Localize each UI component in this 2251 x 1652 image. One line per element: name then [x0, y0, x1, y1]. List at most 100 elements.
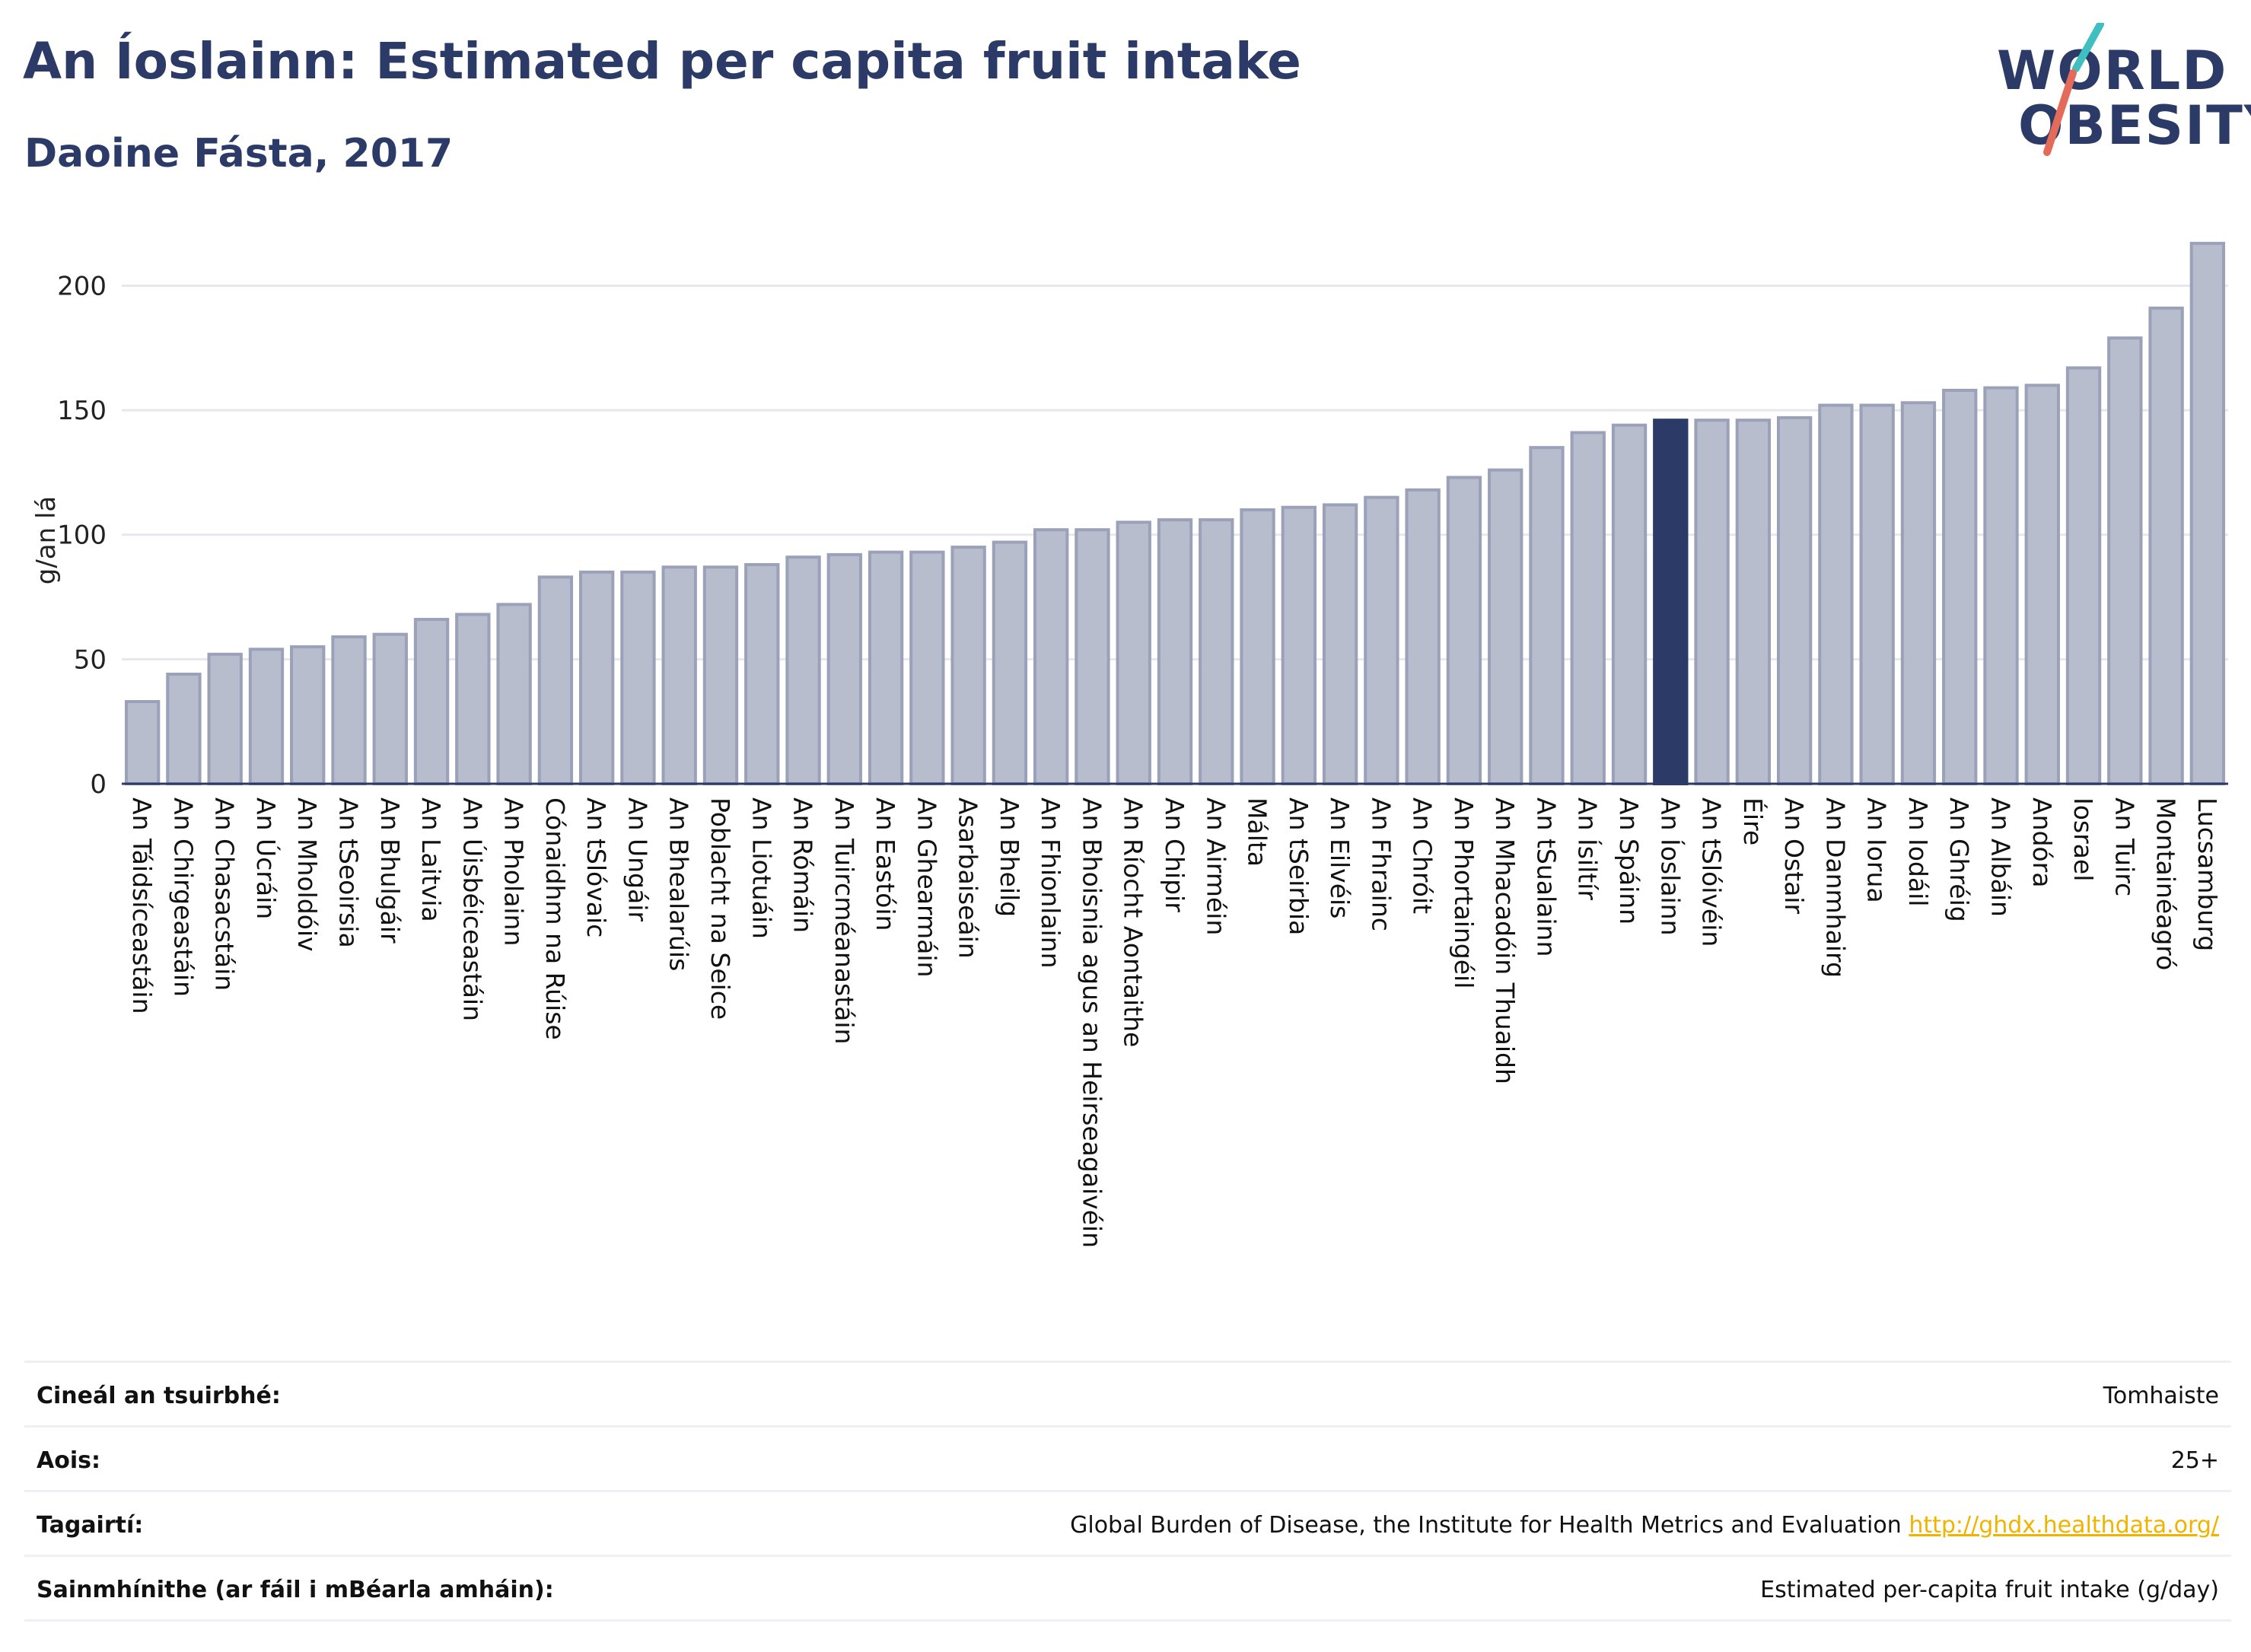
x-tick-label: Iosrael — [2068, 797, 2098, 881]
bar-chart: 0 50 100 150 200 An Táidsíceastáin An Chirgea… — [31, 241, 2228, 1248]
bar[interactable] — [331, 635, 367, 786]
info-row-age: Aois: 25+ — [24, 1425, 2231, 1490]
x-tick-label: An Liotuáin — [747, 797, 776, 939]
bar[interactable] — [1942, 388, 1978, 785]
x-tick-label: An Spáinn — [1614, 797, 1644, 925]
bar[interactable] — [537, 575, 574, 785]
x-tick-label: An Iorua — [1862, 797, 1892, 903]
bar[interactable] — [826, 552, 862, 785]
x-tick-label: An Chirgeastáin — [168, 797, 198, 997]
bar[interactable] — [1900, 401, 1937, 785]
x-tick-label: An Eastóin — [871, 797, 900, 931]
bar[interactable] — [1405, 488, 1441, 785]
bar[interactable] — [1157, 518, 1193, 785]
bar[interactable] — [124, 700, 161, 785]
bar[interactable] — [1776, 415, 1813, 785]
x-tick-label: An Úcráin — [251, 797, 282, 919]
bar[interactable] — [1735, 419, 1772, 785]
bar[interactable] — [909, 550, 945, 785]
x-tick-label: An Eilvéis — [1325, 797, 1355, 918]
logo-slash-icon — [2043, 23, 2104, 156]
x-tick-label: An Íoslainn — [1655, 797, 1686, 935]
x-tick-label: An Danmhairg — [1820, 797, 1850, 978]
bar[interactable] — [1075, 528, 1110, 785]
bar[interactable] — [2024, 384, 2060, 785]
x-tick-label: An Chasacstáin — [210, 797, 240, 991]
bars — [124, 241, 2226, 786]
y-axis-ticks: 0 50 100 150 200 — [57, 271, 107, 800]
bar[interactable] — [413, 618, 450, 785]
bar[interactable] — [1446, 476, 1482, 785]
y-tick-label: 200 — [57, 271, 107, 301]
bar[interactable] — [1281, 505, 1317, 785]
bar[interactable] — [1199, 518, 1234, 785]
bar[interactable] — [1033, 528, 1069, 785]
bar[interactable] — [1364, 495, 1399, 785]
bar[interactable] — [1611, 423, 1648, 785]
x-tick-label: An Ungáir — [622, 797, 652, 921]
x-tick-label: An Mholdóiv — [292, 797, 322, 952]
bar[interactable] — [1116, 520, 1151, 785]
x-tick-label: An tSualainn — [1531, 797, 1561, 957]
world-obesity-logo[interactable]: WORLD OBESITY — [1986, 23, 2251, 160]
bar[interactable] — [1570, 431, 1606, 785]
bar[interactable] — [2065, 366, 2102, 786]
x-tick-label: An Táidsíceastáin — [127, 797, 157, 1014]
info-value: Global Burden of Disease, the Institute … — [1070, 1512, 2219, 1539]
bar[interactable] — [455, 613, 491, 785]
bar[interactable] — [1818, 403, 1854, 786]
info-label: Sainmhínithe (ar fáil i mBéarla amháin): — [37, 1577, 554, 1603]
x-tick-label: An Tuircméanastáin — [829, 797, 859, 1044]
bar[interactable] — [868, 550, 904, 785]
x-tick-label: An Ríocht Aontaithe — [1119, 797, 1148, 1047]
bar[interactable] — [1322, 503, 1358, 785]
bar[interactable] — [2107, 336, 2143, 785]
y-tick-label: 0 — [90, 769, 107, 800]
info-table: Cineál an tsuirbhé: Tomhaiste Aois: 25+ … — [24, 1361, 2231, 1622]
bar[interactable] — [620, 570, 656, 785]
bar[interactable] — [992, 540, 1028, 785]
bar[interactable] — [702, 565, 739, 785]
x-tick-label: An Bheilg — [995, 797, 1024, 917]
chart-title: An Íoslainn: Estimated per capita fruit … — [23, 32, 1301, 91]
x-tick-label: Lucsamburg — [2192, 797, 2222, 951]
bar[interactable] — [372, 632, 408, 785]
bar[interactable] — [578, 570, 615, 785]
bar-highlighted[interactable] — [1653, 419, 1689, 785]
bar[interactable] — [2189, 241, 2226, 786]
x-tick-label: An Ísiltír — [1573, 797, 1603, 900]
info-row-definitions: Sainmhínithe (ar fáil i mBéarla amháin):… — [24, 1555, 2231, 1622]
x-tick-label: Málta — [1243, 797, 1272, 867]
info-value: Estimated per-capita fruit intake (g/day… — [1760, 1577, 2219, 1603]
bar[interactable] — [166, 673, 202, 785]
x-tick-label: An Ghréig — [1944, 797, 1974, 922]
x-tick-label: An Laitvia — [416, 797, 446, 922]
x-tick-label: Poblacht na Seice — [705, 797, 735, 1020]
y-axis-label: g/an lá — [31, 496, 62, 585]
info-label: Tagairtí: — [37, 1512, 144, 1539]
bar[interactable] — [744, 563, 780, 785]
x-tick-label: An Albáin — [1985, 797, 2015, 917]
x-tick-label: An Chipir — [1160, 797, 1189, 912]
x-tick-label: An Rómáin — [788, 797, 818, 933]
bar[interactable] — [1488, 468, 1523, 785]
x-tick-label: Andóra — [2027, 797, 2057, 887]
x-tick-label: An Úisbéiceastáin — [457, 797, 488, 1021]
bar[interactable] — [290, 645, 326, 785]
bar[interactable] — [1240, 508, 1275, 785]
bar[interactable] — [661, 565, 697, 785]
bar[interactable] — [1694, 419, 1730, 785]
x-tick-label: An Phortaingéil — [1449, 797, 1479, 988]
bar[interactable] — [207, 652, 243, 785]
bar[interactable] — [785, 555, 821, 785]
info-label: Cineál an tsuirbhé: — [37, 1383, 281, 1409]
bar[interactable] — [1983, 386, 2019, 786]
bar[interactable] — [248, 648, 285, 785]
bar[interactable] — [950, 546, 986, 785]
bar[interactable] — [496, 603, 532, 786]
x-tick-label: An Iodáil — [1903, 797, 1933, 906]
bar[interactable] — [1859, 403, 1895, 786]
bar[interactable] — [1529, 446, 1565, 785]
reference-link[interactable]: http://ghdx.healthdata.org/ — [1909, 1512, 2219, 1539]
bar[interactable] — [2148, 306, 2184, 785]
